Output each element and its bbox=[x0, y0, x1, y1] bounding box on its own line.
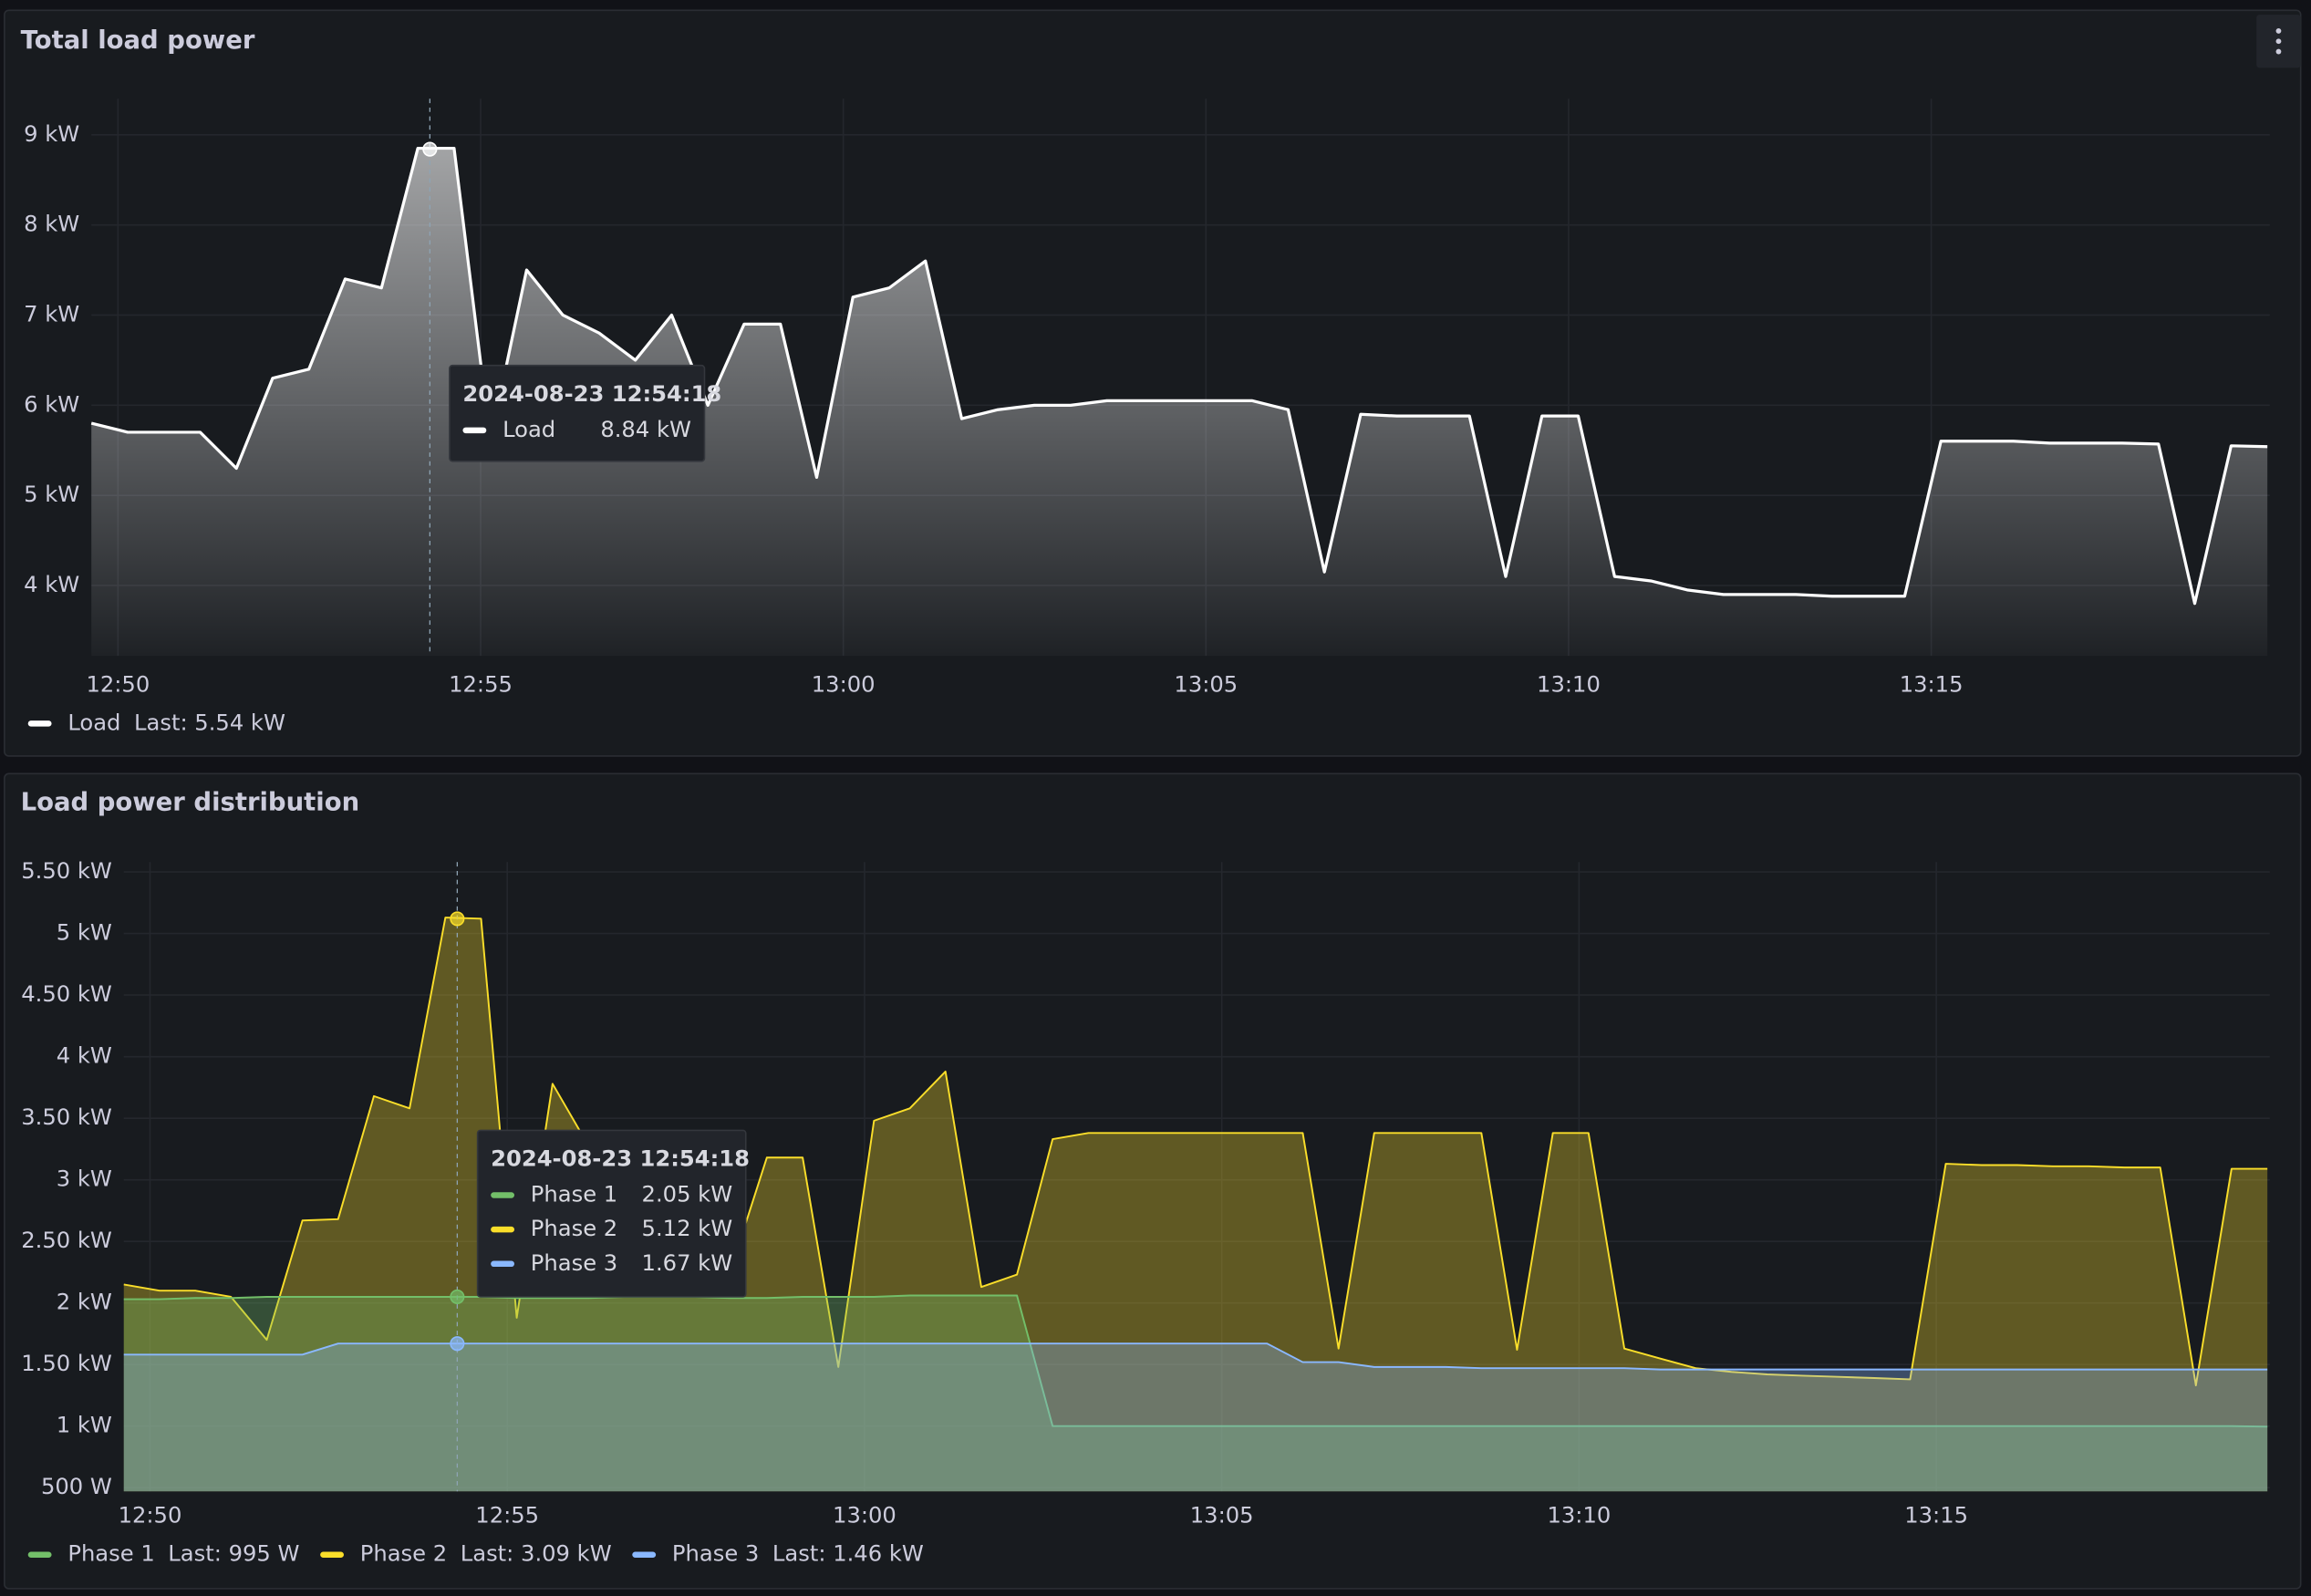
panel bbox=[4, 772, 2302, 1590]
x-tick-label: 13:10 bbox=[1548, 1503, 1611, 1529]
y-tick-label: 5 kW bbox=[24, 482, 79, 507]
panel-menu[interactable] bbox=[2256, 15, 2301, 68]
series-area bbox=[123, 917, 2268, 1492]
x-tick-label: 12:55 bbox=[449, 671, 513, 697]
tooltip-series: Phase 1 bbox=[531, 1181, 617, 1207]
cursor-point bbox=[450, 1289, 465, 1305]
x-tick-label: 13:00 bbox=[812, 671, 876, 697]
series-area bbox=[123, 1295, 2268, 1492]
x-tick-label: 13:15 bbox=[1904, 1503, 1968, 1529]
tooltip-value: 8.84 kW bbox=[600, 417, 691, 442]
y-tick-label: 4.50 kW bbox=[21, 981, 112, 1007]
tooltip: 2024-08-23 12:54:18 Load 8.84 kW bbox=[449, 364, 721, 462]
tooltip-box bbox=[449, 364, 706, 462]
y-tick-label: 5.50 kW bbox=[21, 858, 112, 884]
x-tick-label: 13:00 bbox=[833, 1503, 896, 1529]
y-tick-label: 500 W bbox=[41, 1474, 112, 1499]
tooltip-time: 2024-08-23 12:54:18 bbox=[462, 381, 721, 407]
tooltip-box bbox=[476, 1129, 747, 1298]
tooltip-time: 2024-08-23 12:54:18 bbox=[491, 1146, 750, 1172]
cursor-point bbox=[422, 141, 438, 157]
menu-dot bbox=[2275, 28, 2282, 34]
y-tick-label: 2 kW bbox=[57, 1290, 112, 1315]
legend-swatch bbox=[320, 1551, 344, 1558]
x-tick-label: 12:50 bbox=[119, 1503, 182, 1529]
tooltip-swatch bbox=[491, 1192, 515, 1198]
legend-label: Load bbox=[67, 710, 120, 735]
y-tick-label: 4 kW bbox=[57, 1043, 112, 1069]
series-line bbox=[123, 917, 2268, 1387]
series-line bbox=[90, 146, 2268, 606]
series-line bbox=[123, 1342, 2268, 1371]
menu-dot bbox=[2275, 38, 2282, 45]
y-tick-label: 1 kW bbox=[57, 1413, 112, 1438]
legend-last: Last: 3.09 kW bbox=[461, 1541, 612, 1567]
y-tick-label: 5 kW bbox=[57, 920, 112, 946]
tooltip-value: 5.12 kW bbox=[642, 1216, 733, 1241]
tooltip-series: Load bbox=[503, 417, 555, 442]
tooltip-value: 2.05 kW bbox=[642, 1181, 733, 1207]
legend-label: Phase 2 bbox=[360, 1541, 447, 1567]
y-tick-label: 4 kW bbox=[24, 572, 79, 597]
legend-swatch bbox=[632, 1551, 657, 1558]
series-area bbox=[123, 1343, 2268, 1492]
cursor-point bbox=[450, 911, 465, 927]
x-tick-label: 12:55 bbox=[475, 1503, 539, 1529]
legend-last: Last: 1.46 kW bbox=[772, 1541, 924, 1567]
y-tick-label: 2.50 kW bbox=[21, 1228, 112, 1253]
y-tick-label: 3.50 kW bbox=[21, 1104, 112, 1130]
menu-dot bbox=[2275, 48, 2282, 55]
x-tick-label: 13:05 bbox=[1190, 1503, 1254, 1529]
legend-label: Phase 3 bbox=[672, 1541, 759, 1567]
y-tick-label: 6 kW bbox=[24, 391, 79, 417]
legend-label: Phase 1 bbox=[67, 1541, 154, 1567]
panel-title: Total load power bbox=[21, 26, 255, 55]
tooltip-series: Phase 2 bbox=[531, 1216, 617, 1241]
x-tick-label: 13:15 bbox=[1900, 671, 1964, 697]
tooltip-swatch bbox=[491, 1226, 515, 1233]
panel-title: Load power distribution bbox=[21, 789, 360, 817]
legend-swatch bbox=[27, 1551, 52, 1558]
legend-last: Last: 995 W bbox=[168, 1541, 299, 1567]
x-tick-label: 13:05 bbox=[1174, 671, 1238, 697]
y-tick-label: 7 kW bbox=[24, 301, 79, 326]
tooltip-series: Phase 3 bbox=[531, 1250, 617, 1276]
y-tick-label: 8 kW bbox=[24, 212, 79, 237]
y-tick-label: 1.50 kW bbox=[21, 1351, 112, 1376]
tooltip: 2024-08-23 12:54:18 Phase 1 2.05 kW Phase 2… bbox=[476, 1129, 750, 1298]
tooltip-swatch bbox=[491, 1260, 515, 1268]
legend-swatch bbox=[27, 720, 52, 727]
tooltip-swatch bbox=[462, 427, 487, 434]
y-tick-label: 9 kW bbox=[24, 121, 79, 147]
x-tick-label: 12:50 bbox=[86, 671, 150, 697]
legend-last: Last: 5.54 kW bbox=[134, 710, 285, 735]
y-tick-label: 3 kW bbox=[57, 1166, 112, 1192]
x-tick-label: 13:10 bbox=[1537, 671, 1601, 697]
cursor-point bbox=[450, 1336, 465, 1352]
tooltip-value: 1.67 kW bbox=[642, 1250, 733, 1276]
